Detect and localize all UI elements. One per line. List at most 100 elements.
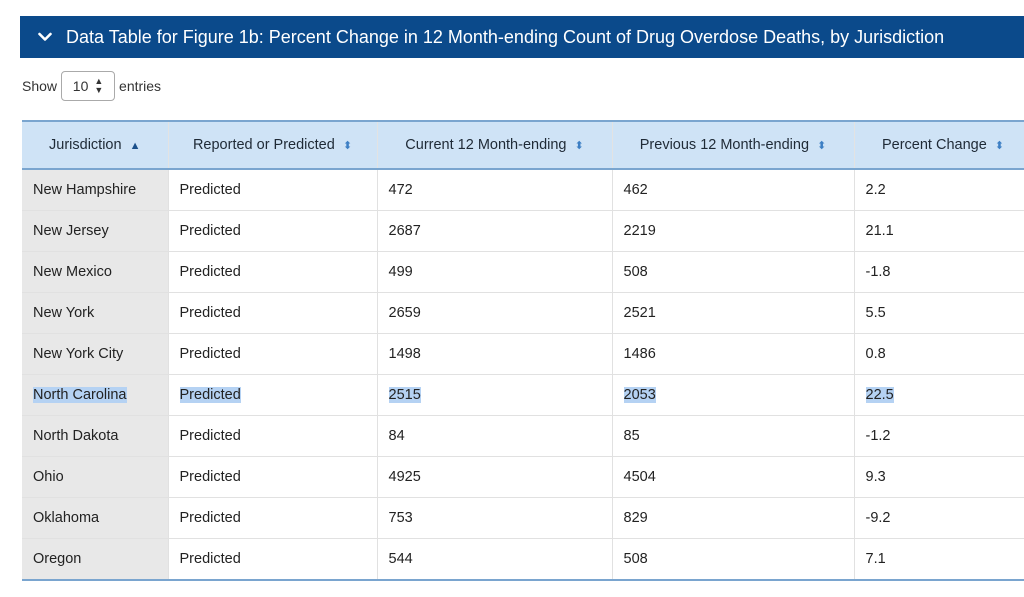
cell-text: Predicted xyxy=(179,551,241,567)
cell-percent-change: 22.5 xyxy=(854,374,1024,416)
cell-text: New Jersey xyxy=(33,223,109,239)
entries-length-control: Show 10 ▲ ▼ entries xyxy=(22,70,161,102)
cell-current-12-month: 84 xyxy=(377,415,613,457)
cell-jurisdiction: Oregon xyxy=(22,538,169,581)
show-label: Show xyxy=(22,78,58,94)
cell-previous-12-month: 2219 xyxy=(612,210,855,252)
data-table-accordion-toggle[interactable]: Data Table for Figure 1b: Percent Change… xyxy=(20,16,1024,58)
cell-text: 499 xyxy=(388,264,413,280)
cell-text: 753 xyxy=(388,510,413,526)
cell-previous-12-month: 1486 xyxy=(612,333,855,375)
sort-icon: ⬍ xyxy=(994,140,1004,152)
cell-text: 5.5 xyxy=(865,305,886,321)
cell-jurisdiction: Oklahoma xyxy=(22,497,169,539)
cell-text: New Hampshire xyxy=(33,182,137,198)
cell-jurisdiction: New York xyxy=(22,292,169,334)
column-header-jurisdiction[interactable]: Jurisdiction ▲ xyxy=(22,120,169,170)
cell-text: Predicted xyxy=(179,264,241,280)
table-row[interactable]: New Mexico Predicted 499 508 -1.8 xyxy=(22,251,1024,293)
accordion-title: Data Table for Figure 1b: Percent Change… xyxy=(66,26,945,47)
cell-reported-or-predicted: Predicted xyxy=(168,210,378,252)
cell-text: 21.1 xyxy=(865,223,894,239)
cell-previous-12-month: 2053 xyxy=(612,374,855,416)
chevron-down-icon xyxy=(38,30,52,44)
entries-select-value: 10 xyxy=(72,78,89,94)
cell-text: -1.8 xyxy=(865,264,891,280)
table-row[interactable]: New York Predicted 2659 2521 5.5 xyxy=(22,292,1024,334)
column-header-percent-change[interactable]: Percent Change ⬍ xyxy=(854,120,1024,170)
column-header-reported-or-predicted[interactable]: Reported or Predicted ⬍ xyxy=(168,120,378,170)
cell-current-12-month: 2659 xyxy=(377,292,613,334)
cell-current-12-month: 472 xyxy=(377,169,613,211)
cell-text: 4504 xyxy=(623,469,656,485)
cell-text: 85 xyxy=(623,428,640,444)
cell-text: Predicted xyxy=(179,387,241,403)
entries-select[interactable]: 10 ▲ ▼ xyxy=(61,71,116,101)
cell-text: 544 xyxy=(388,551,413,567)
cell-text: Predicted xyxy=(179,182,241,198)
table-row[interactable]: New York City Predicted 1498 1486 0.8 xyxy=(22,333,1024,375)
cell-jurisdiction: New York City xyxy=(22,333,169,375)
cell-text: 2659 xyxy=(388,305,421,321)
cell-text: 2687 xyxy=(388,223,421,239)
cell-reported-or-predicted: Predicted xyxy=(168,169,378,211)
table-row[interactable]: New Hampshire Predicted 472 462 2.2 xyxy=(22,169,1024,211)
table-row[interactable]: Oklahoma Predicted 753 829 -9.2 xyxy=(22,497,1024,539)
cell-percent-change: -1.2 xyxy=(854,415,1024,457)
cell-current-12-month: 2515 xyxy=(377,374,613,416)
table-row[interactable]: New Jersey Predicted 2687 2219 21.1 xyxy=(22,210,1024,252)
table-header-row: Jurisdiction ▲ Reported or Predicted ⬍ Curre… xyxy=(22,120,1024,170)
cell-text: New York xyxy=(33,305,95,321)
cell-previous-12-month: 4504 xyxy=(612,456,855,498)
cell-text: 508 xyxy=(623,551,648,567)
cell-text: 2521 xyxy=(623,305,656,321)
column-header-label: Previous 12 Month-ending xyxy=(639,137,810,153)
table-row[interactable]: North Carolina Predicted 2515 2053 22.5 xyxy=(22,374,1024,416)
cell-reported-or-predicted: Predicted xyxy=(168,333,378,375)
cell-percent-change: 21.1 xyxy=(854,210,1024,252)
cell-text: 1486 xyxy=(623,346,656,362)
cell-text: North Dakota xyxy=(33,428,119,444)
cell-percent-change: 5.5 xyxy=(854,292,1024,334)
cell-text: 2515 xyxy=(388,387,421,403)
cell-text: Oregon xyxy=(33,551,82,567)
column-header-previous-12-month[interactable]: Previous 12 Month-ending ⬍ xyxy=(612,120,855,170)
cell-jurisdiction: North Dakota xyxy=(22,415,169,457)
cell-percent-change: 9.3 xyxy=(854,456,1024,498)
cell-text: Predicted xyxy=(179,346,241,362)
cell-text: 2219 xyxy=(623,223,656,239)
select-arrows-icon: ▲ ▼ xyxy=(94,76,104,95)
cell-text: 2053 xyxy=(623,387,656,403)
cell-text: 84 xyxy=(388,428,405,444)
cell-text: Predicted xyxy=(179,305,241,321)
table-row[interactable]: Ohio Predicted 4925 4504 9.3 xyxy=(22,456,1024,498)
entries-label: entries xyxy=(119,78,162,94)
cell-current-12-month: 1498 xyxy=(377,333,613,375)
sort-icon: ⬍ xyxy=(817,140,827,152)
cell-current-12-month: 499 xyxy=(377,251,613,293)
cell-percent-change: 2.2 xyxy=(854,169,1024,211)
cell-text: 9.3 xyxy=(865,469,886,485)
cell-text: North Carolina xyxy=(33,387,127,403)
table-row[interactable]: Oregon Predicted 544 508 7.1 xyxy=(22,538,1024,581)
column-header-current-12-month[interactable]: Current 12 Month-ending ⬍ xyxy=(377,120,613,170)
cell-text: 2.2 xyxy=(865,182,886,198)
sort-ascending-icon: ▲ xyxy=(129,140,141,152)
cell-text: 0.8 xyxy=(865,346,886,362)
cell-text: -1.2 xyxy=(865,428,891,444)
cell-reported-or-predicted: Predicted xyxy=(168,538,378,581)
cell-reported-or-predicted: Predicted xyxy=(168,456,378,498)
cell-text: New York City xyxy=(33,346,124,362)
cell-previous-12-month: 508 xyxy=(612,251,855,293)
cell-reported-or-predicted: Predicted xyxy=(168,374,378,416)
table-row[interactable]: North Dakota Predicted 84 85 -1.2 xyxy=(22,415,1024,457)
sort-icon: ⬍ xyxy=(574,140,584,152)
cell-jurisdiction: North Carolina xyxy=(22,374,169,416)
cell-reported-or-predicted: Predicted xyxy=(168,415,378,457)
cell-text: Predicted xyxy=(179,510,241,526)
cell-percent-change: -1.8 xyxy=(854,251,1024,293)
column-header-label: Current 12 Month-ending xyxy=(405,137,567,153)
cell-previous-12-month: 462 xyxy=(612,169,855,211)
cell-previous-12-month: 508 xyxy=(612,538,855,581)
sort-icon: ⬍ xyxy=(342,140,353,152)
